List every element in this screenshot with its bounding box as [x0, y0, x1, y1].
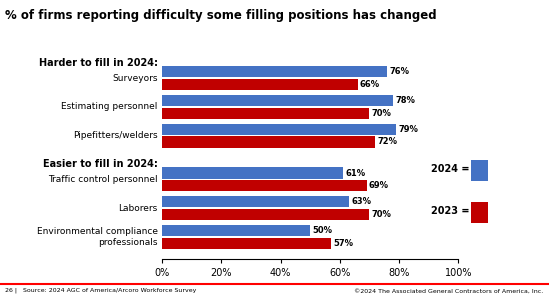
Text: 72%: 72% — [378, 138, 398, 146]
Bar — [162, 95, 393, 106]
Text: Estimating personnel: Estimating personnel — [61, 102, 158, 111]
Text: 61%: 61% — [345, 169, 365, 178]
Bar — [162, 136, 376, 147]
Text: Laborers: Laborers — [118, 204, 158, 213]
Text: 2023 =: 2023 = — [431, 206, 469, 216]
Text: Pipefitters/welders: Pipefitters/welders — [73, 131, 158, 140]
Bar — [162, 79, 357, 90]
Text: 69%: 69% — [369, 181, 389, 190]
Text: 57%: 57% — [333, 239, 354, 248]
Text: ©2024 The Associated General Contractors of America, Inc.: ©2024 The Associated General Contractors… — [354, 288, 544, 293]
Text: 79%: 79% — [399, 125, 418, 134]
Text: 50%: 50% — [312, 226, 333, 235]
Bar — [162, 107, 369, 119]
Text: Surveyors: Surveyors — [112, 73, 158, 82]
Text: Traffic control personnel: Traffic control personnel — [48, 175, 158, 184]
Text: 76%: 76% — [390, 67, 410, 76]
Text: 26 |   Source: 2024 AGC of America/Arcoro Workforce Survey: 26 | Source: 2024 AGC of America/Arcoro … — [5, 288, 197, 293]
Text: Environmental compliance
professionals: Environmental compliance professionals — [36, 227, 158, 247]
Bar — [162, 196, 349, 207]
Text: % of firms reporting difficulty some filling positions has changed: % of firms reporting difficulty some fil… — [5, 9, 437, 22]
Text: 63%: 63% — [351, 197, 371, 206]
Bar — [162, 225, 310, 236]
Bar — [162, 66, 387, 77]
Text: Harder to fill in 2024:: Harder to fill in 2024: — [38, 58, 158, 68]
Bar — [162, 180, 367, 191]
Bar — [162, 238, 331, 249]
Text: 2024 =: 2024 = — [431, 163, 469, 174]
Bar — [162, 123, 396, 135]
Text: 70%: 70% — [372, 109, 392, 118]
Text: Easier to fill in 2024:: Easier to fill in 2024: — [43, 159, 158, 169]
Bar — [162, 209, 369, 220]
Text: 70%: 70% — [372, 210, 392, 219]
Text: 78%: 78% — [396, 96, 416, 105]
Text: 66%: 66% — [360, 80, 380, 89]
Bar — [162, 167, 343, 178]
